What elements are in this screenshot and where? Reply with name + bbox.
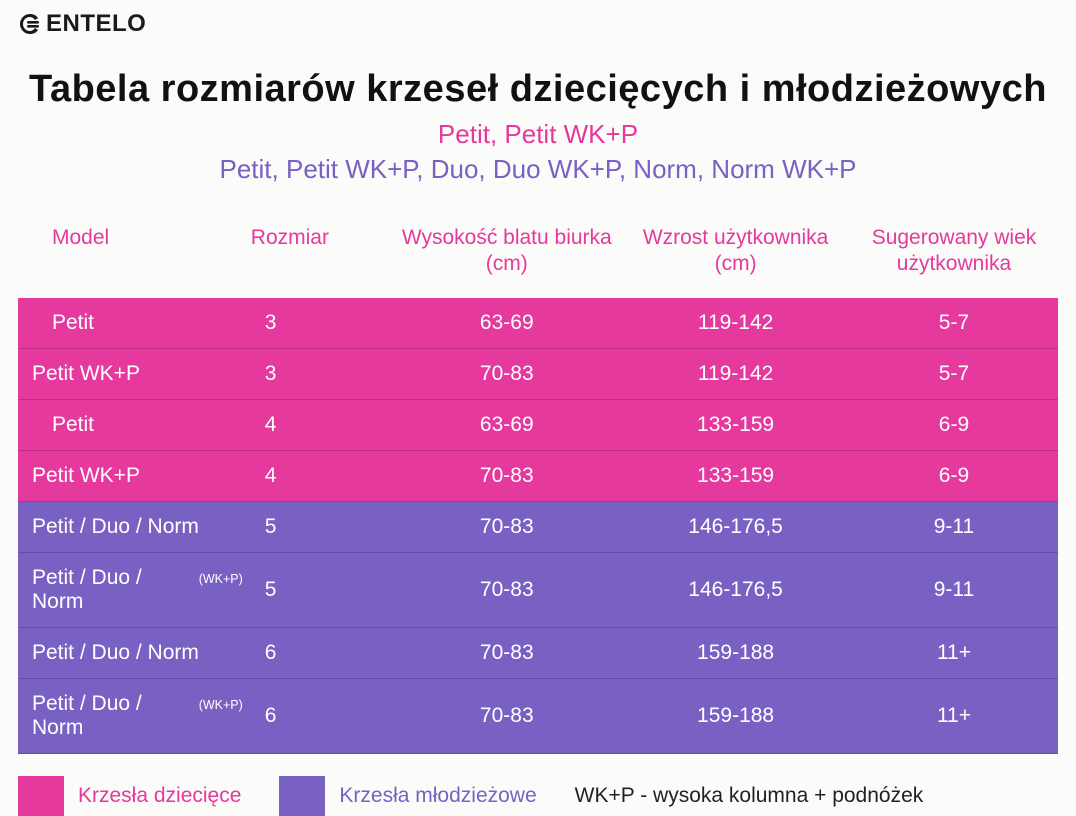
cell-blat: 63-69: [392, 298, 621, 348]
table-body: Petit363-69119-1425-7Petit WK+P370-83119…: [18, 298, 1058, 754]
cell-wzrost: 159-188: [621, 691, 850, 741]
table-row: Petit WK+P 470-83133-1596-9: [18, 451, 1058, 502]
cell-rozmiar: 3: [247, 349, 393, 399]
table-row: Petit / Duo / Norm (WK+P) 670-83159-18811+: [18, 679, 1058, 754]
legend-note: WK+P - wysoka kolumna + podnóżek: [575, 784, 924, 808]
cell-blat: 70-83: [392, 502, 621, 552]
model-text: Petit / Duo / Norm: [32, 566, 193, 614]
cell-wzrost: 119-142: [621, 349, 850, 399]
table-row: Petit 463-69133-1596-9: [18, 400, 1058, 451]
cell-model: Petit / Duo / Norm: [18, 502, 247, 552]
table-row: Petit 363-69119-1425-7: [18, 298, 1058, 349]
cell-wiek: 9-11: [850, 502, 1058, 552]
cell-rozmiar: 3: [247, 298, 393, 348]
table-row: Petit WK+P 370-83119-1425-7: [18, 349, 1058, 400]
cell-blat: 70-83: [392, 691, 621, 741]
legend-swatch-purple: [279, 776, 325, 816]
cell-model: Petit / Duo / Norm: [18, 628, 247, 678]
cell-wzrost: 119-142: [621, 298, 850, 348]
cell-wiek: 11+: [850, 628, 1058, 678]
cell-blat: 70-83: [392, 349, 621, 399]
cell-rozmiar: 4: [247, 451, 393, 501]
cell-wzrost: 159-188: [621, 628, 850, 678]
cell-blat: 63-69: [392, 400, 621, 450]
cell-blat: 70-83: [392, 451, 621, 501]
cell-wzrost: 133-159: [621, 451, 850, 501]
model-suffix: (WK+P): [199, 698, 243, 712]
col-blat: Wysokość blatu biurka (cm): [392, 225, 621, 298]
cell-wiek: 6-9: [850, 451, 1058, 501]
table-header-row: Model Rozmiar Wysokość blatu biurka (cm)…: [18, 225, 1058, 298]
legend-swatch-pink: [18, 776, 64, 816]
subtitle-line-2: Petit, Petit WK+P, Duo, Duo WK+P, Norm, …: [0, 152, 1076, 187]
cell-blat: 70-83: [392, 628, 621, 678]
brand-text: ENTELO: [46, 10, 146, 38]
cell-wzrost: 146-176,5: [621, 565, 850, 615]
subtitle-line-1: Petit, Petit WK+P: [0, 117, 1076, 152]
legend: Krzesła dziecięce Krzesła młodzieżowe WK…: [18, 776, 1058, 816]
model-text: Petit WK+P: [32, 362, 140, 386]
model-text: Petit / Duo / Norm: [32, 641, 199, 665]
cell-model: Petit WK+P: [18, 451, 247, 501]
model-text: Petit / Duo / Norm: [32, 515, 199, 539]
cell-model: Petit / Duo / Norm (WK+P): [18, 553, 247, 627]
brand-logo: ENTELO: [0, 0, 1076, 38]
cell-wzrost: 146-176,5: [621, 502, 850, 552]
cell-wiek: 9-11: [850, 565, 1058, 615]
col-rozmiar: Rozmiar: [247, 225, 393, 298]
table-row: Petit / Duo / Norm (WK+P) 570-83146-176,59…: [18, 553, 1058, 628]
col-wiek: Sugerowany wiek użytkownika: [850, 225, 1058, 298]
cell-wiek: 6-9: [850, 400, 1058, 450]
table-row: Petit / Duo / Norm 570-83146-176,59-11: [18, 502, 1058, 553]
cell-wiek: 5-7: [850, 349, 1058, 399]
cell-model: Petit: [18, 298, 247, 348]
model-text: Petit WK+P: [32, 464, 140, 488]
cell-wzrost: 133-159: [621, 400, 850, 450]
cell-rozmiar: 6: [247, 691, 393, 741]
cell-rozmiar: 5: [247, 565, 393, 615]
subtitle: Petit, Petit WK+P Petit, Petit WK+P, Duo…: [0, 117, 1076, 187]
cell-rozmiar: 6: [247, 628, 393, 678]
legend-label-purple: Krzesła młodzieżowe: [339, 784, 536, 808]
col-model: Model: [18, 225, 247, 298]
table-row: Petit / Duo / Norm 670-83159-18811+: [18, 628, 1058, 679]
cell-rozmiar: 5: [247, 502, 393, 552]
model-text: Petit / Duo / Norm: [32, 692, 193, 740]
legend-label-pink: Krzesła dziecięce: [78, 784, 241, 808]
model-text: Petit: [52, 311, 94, 335]
model-suffix: (WK+P): [199, 572, 243, 586]
cell-model: Petit: [18, 400, 247, 450]
brand-icon: [18, 13, 42, 35]
cell-blat: 70-83: [392, 565, 621, 615]
page-title: Tabela rozmiarów krzeseł dziecięcych i m…: [0, 68, 1076, 111]
col-wzrost: Wzrost użytkownika (cm): [621, 225, 850, 298]
cell-rozmiar: 4: [247, 400, 393, 450]
cell-model: Petit / Duo / Norm (WK+P): [18, 679, 247, 753]
cell-wiek: 11+: [850, 691, 1058, 741]
cell-model: Petit WK+P: [18, 349, 247, 399]
cell-wiek: 5-7: [850, 298, 1058, 348]
model-text: Petit: [52, 413, 94, 437]
size-table: Model Rozmiar Wysokość blatu biurka (cm)…: [18, 225, 1058, 754]
